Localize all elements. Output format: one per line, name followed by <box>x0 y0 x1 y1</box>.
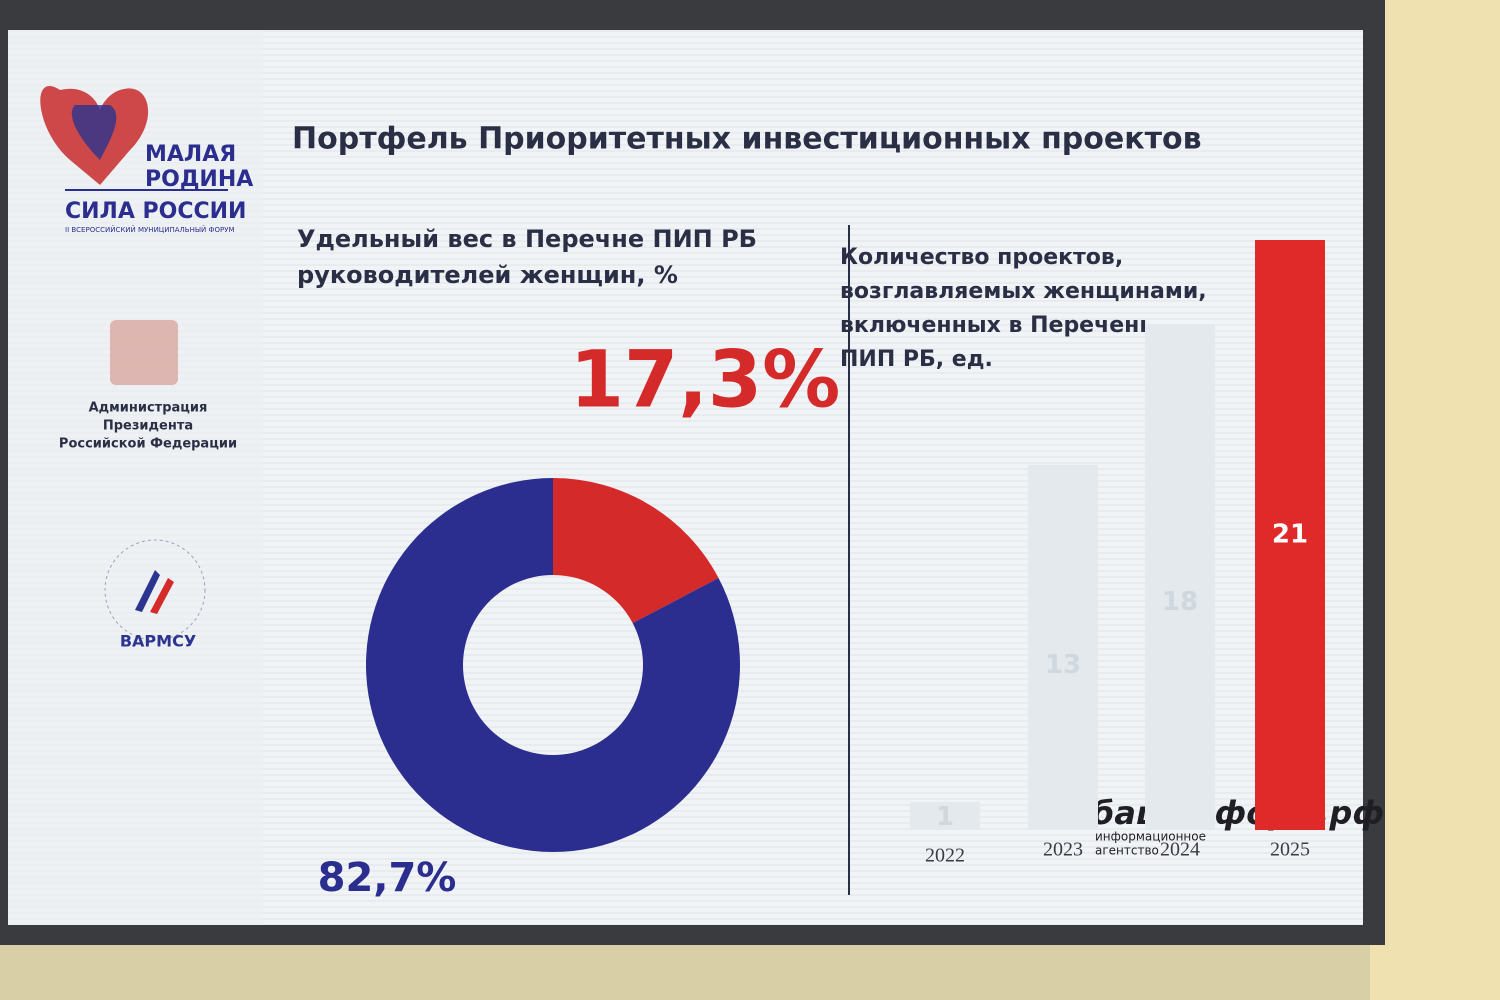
bar <box>910 801 980 830</box>
donut-segment <box>553 478 719 624</box>
varmsu-stripe-blue <box>135 570 160 612</box>
x-tick-label: 2022 <box>925 845 965 867</box>
value-label: 17,3% <box>570 335 841 425</box>
forum-logo-ornament <box>71 105 117 160</box>
bar <box>1145 324 1215 830</box>
chart-title: Количество проектов, <box>840 245 1123 270</box>
forum-logo-text: СИЛА РОССИИ <box>65 199 246 224</box>
administration-text: Российской Федерации <box>59 437 237 452</box>
forum-logo-text: РОДИНА <box>145 167 253 192</box>
watermark-caption: агентство <box>1095 844 1159 858</box>
varmsu-text: ВАРМСУ <box>120 632 196 651</box>
x-tick-label: 2025 <box>1270 839 1310 861</box>
administration-emblem <box>110 320 178 385</box>
value-label: 18 <box>1162 587 1198 617</box>
value-label: 1 <box>936 802 954 832</box>
donut-segment <box>366 478 740 852</box>
watermark-brand: башинформ.рф <box>1092 794 1384 832</box>
chart-title: включенных в Перечень <box>840 313 1153 338</box>
bar <box>1028 464 1098 830</box>
chart-title: ПИП РБ, ед. <box>840 347 993 372</box>
x-tick-label: 2023 <box>1043 839 1083 861</box>
x-tick-label: 2024 <box>1160 839 1200 861</box>
chart-title: руководителей женщин, % <box>297 261 678 289</box>
value-label: 82,7% <box>318 855 457 901</box>
varmsu-stripe-red <box>150 578 174 614</box>
forum-logo-caption: II ВСЕРОССИЙСКИЙ МУНИЦИПАЛЬНЫЙ ФОРУМ <box>65 225 235 234</box>
wall-panel <box>1370 0 1500 1000</box>
bar <box>1255 240 1325 830</box>
slide-title: Портфель Приоритетных инвестиционных про… <box>292 122 1202 157</box>
administration-text: Администрация <box>89 401 208 416</box>
varmsu-emblem <box>104 539 206 641</box>
chart-title: возглавляемых женщинами, <box>840 279 1207 304</box>
administration-text: Президента <box>103 419 193 434</box>
value-label: 13 <box>1045 650 1081 680</box>
chart-title: Удельный вес в Перечне ПИП РБ <box>297 225 757 253</box>
value-label: 21 <box>1272 520 1308 550</box>
sidebar <box>8 30 263 925</box>
watermark-caption: информационное <box>1095 830 1206 844</box>
forum-logo-text: МАЛАЯ <box>145 142 236 167</box>
